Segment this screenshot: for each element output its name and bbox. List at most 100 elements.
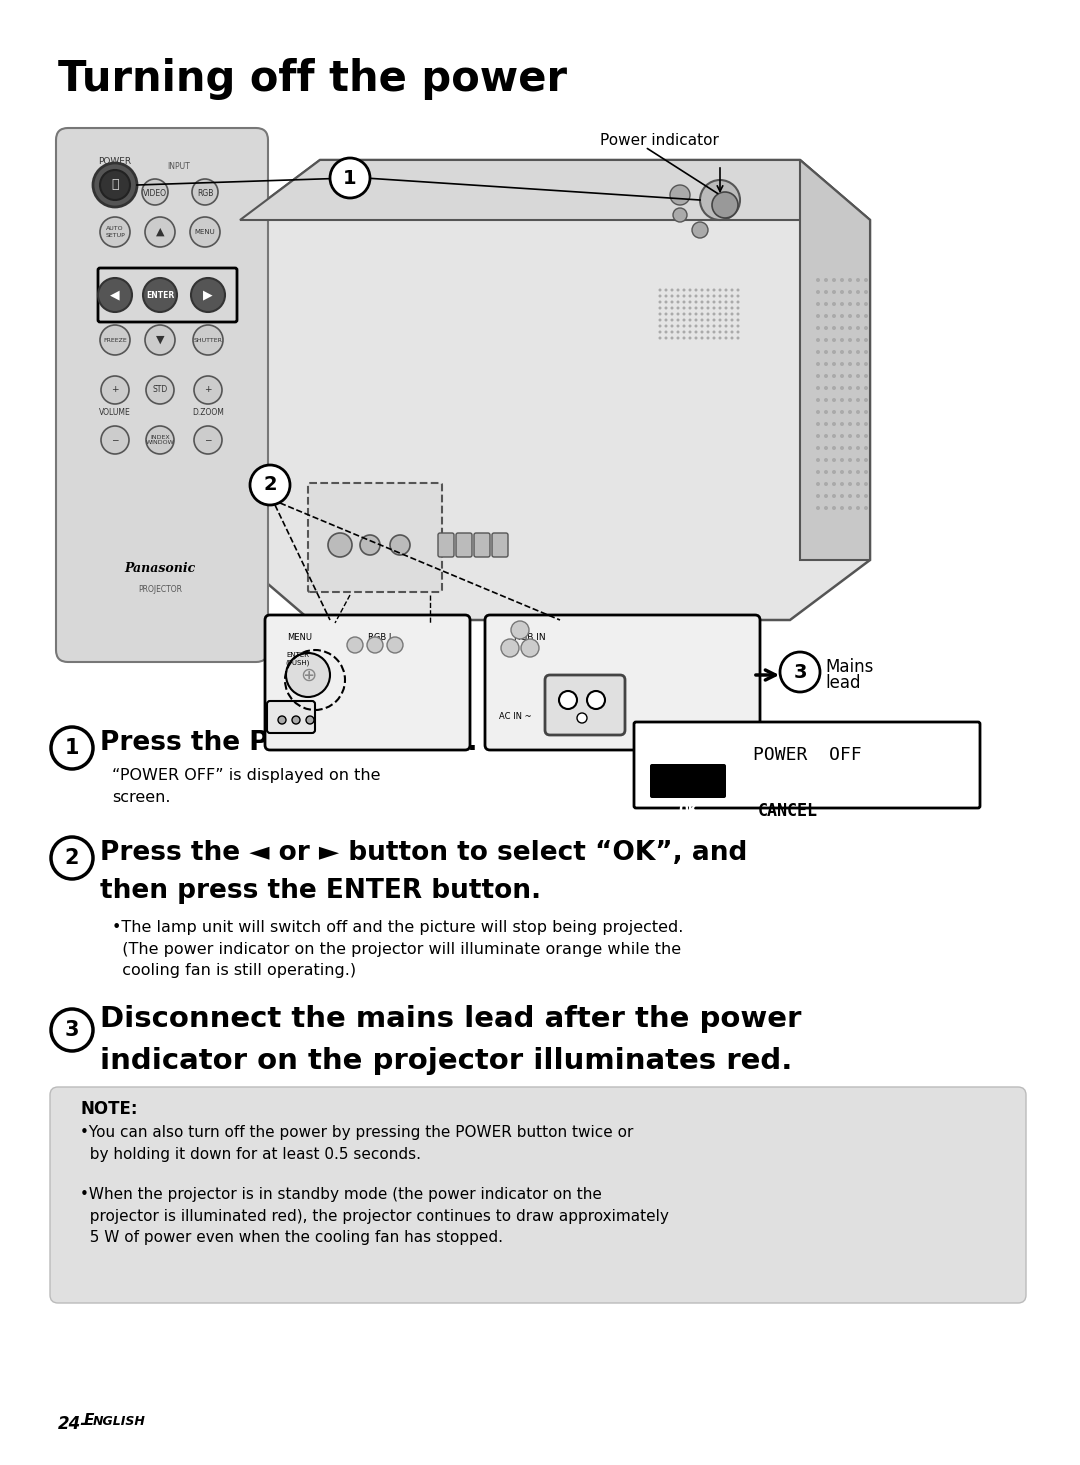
Text: RGB IN: RGB IN bbox=[514, 633, 545, 642]
Circle shape bbox=[856, 434, 860, 438]
Text: MENU: MENU bbox=[287, 633, 312, 642]
Circle shape bbox=[737, 318, 740, 321]
Circle shape bbox=[856, 314, 860, 318]
Circle shape bbox=[848, 470, 852, 475]
Circle shape bbox=[706, 318, 710, 321]
Circle shape bbox=[816, 385, 820, 390]
Circle shape bbox=[832, 374, 836, 378]
Circle shape bbox=[664, 312, 667, 315]
Circle shape bbox=[824, 482, 828, 486]
Circle shape bbox=[683, 294, 686, 297]
Circle shape bbox=[832, 445, 836, 450]
Circle shape bbox=[856, 422, 860, 426]
Circle shape bbox=[664, 294, 667, 297]
Circle shape bbox=[577, 713, 588, 724]
Circle shape bbox=[840, 290, 843, 294]
Circle shape bbox=[718, 300, 721, 303]
Circle shape bbox=[864, 278, 868, 281]
Circle shape bbox=[832, 410, 836, 415]
Circle shape bbox=[706, 300, 710, 303]
Circle shape bbox=[671, 312, 674, 315]
Circle shape bbox=[832, 385, 836, 390]
Circle shape bbox=[864, 434, 868, 438]
Circle shape bbox=[848, 327, 852, 330]
Circle shape bbox=[840, 362, 843, 366]
FancyBboxPatch shape bbox=[265, 615, 470, 750]
Circle shape bbox=[671, 318, 674, 321]
Circle shape bbox=[864, 314, 868, 318]
Circle shape bbox=[559, 691, 577, 709]
Circle shape bbox=[848, 374, 852, 378]
Circle shape bbox=[816, 290, 820, 294]
Circle shape bbox=[98, 278, 132, 312]
Circle shape bbox=[683, 300, 686, 303]
Circle shape bbox=[824, 350, 828, 355]
Circle shape bbox=[347, 637, 363, 653]
Circle shape bbox=[701, 306, 703, 309]
Text: Panasonic: Panasonic bbox=[124, 561, 195, 574]
Circle shape bbox=[664, 325, 667, 328]
Circle shape bbox=[856, 410, 860, 415]
Text: ▲: ▲ bbox=[156, 227, 164, 237]
Circle shape bbox=[840, 410, 843, 415]
Circle shape bbox=[816, 459, 820, 461]
Circle shape bbox=[671, 294, 674, 297]
Circle shape bbox=[670, 185, 690, 205]
Circle shape bbox=[102, 377, 129, 404]
Circle shape bbox=[824, 278, 828, 281]
Circle shape bbox=[664, 300, 667, 303]
Circle shape bbox=[671, 331, 674, 334]
Text: VIDEO: VIDEO bbox=[143, 189, 167, 198]
Text: 1: 1 bbox=[343, 168, 356, 188]
Circle shape bbox=[824, 459, 828, 461]
Circle shape bbox=[725, 337, 728, 340]
FancyBboxPatch shape bbox=[308, 483, 442, 592]
Circle shape bbox=[816, 482, 820, 486]
Circle shape bbox=[683, 306, 686, 309]
Circle shape bbox=[659, 337, 661, 340]
Circle shape bbox=[856, 385, 860, 390]
Circle shape bbox=[730, 318, 733, 321]
Text: 24-: 24- bbox=[58, 1415, 89, 1433]
Text: NOTE:: NOTE: bbox=[80, 1100, 137, 1118]
Circle shape bbox=[718, 312, 721, 315]
Circle shape bbox=[780, 652, 820, 691]
Circle shape bbox=[725, 306, 728, 309]
Circle shape bbox=[191, 278, 225, 312]
Circle shape bbox=[856, 505, 860, 510]
Circle shape bbox=[840, 398, 843, 401]
Circle shape bbox=[832, 290, 836, 294]
Text: •When the projector is in standby mode (the power indicator on the
  projector i: •When the projector is in standby mode (… bbox=[80, 1187, 669, 1245]
Circle shape bbox=[840, 482, 843, 486]
Circle shape bbox=[864, 302, 868, 306]
Text: AUTO
SETUP: AUTO SETUP bbox=[105, 227, 125, 237]
Circle shape bbox=[689, 306, 691, 309]
Circle shape bbox=[676, 294, 679, 297]
Circle shape bbox=[816, 470, 820, 475]
Circle shape bbox=[816, 314, 820, 318]
Text: ◀: ◀ bbox=[110, 289, 120, 302]
Circle shape bbox=[848, 338, 852, 341]
Circle shape bbox=[832, 398, 836, 401]
Circle shape bbox=[718, 331, 721, 334]
Circle shape bbox=[832, 470, 836, 475]
Circle shape bbox=[676, 312, 679, 315]
Circle shape bbox=[832, 278, 836, 281]
Circle shape bbox=[864, 470, 868, 475]
Text: ⏻: ⏻ bbox=[111, 179, 119, 192]
Circle shape bbox=[718, 294, 721, 297]
Circle shape bbox=[824, 434, 828, 438]
Circle shape bbox=[840, 434, 843, 438]
Circle shape bbox=[832, 505, 836, 510]
Circle shape bbox=[730, 300, 733, 303]
Text: Turning off the power: Turning off the power bbox=[58, 59, 567, 100]
Circle shape bbox=[676, 300, 679, 303]
Circle shape bbox=[824, 385, 828, 390]
Text: OK: OK bbox=[678, 801, 698, 820]
Circle shape bbox=[737, 306, 740, 309]
Circle shape bbox=[816, 434, 820, 438]
Circle shape bbox=[848, 278, 852, 281]
FancyBboxPatch shape bbox=[492, 533, 508, 557]
Circle shape bbox=[659, 312, 661, 315]
Circle shape bbox=[390, 535, 410, 555]
